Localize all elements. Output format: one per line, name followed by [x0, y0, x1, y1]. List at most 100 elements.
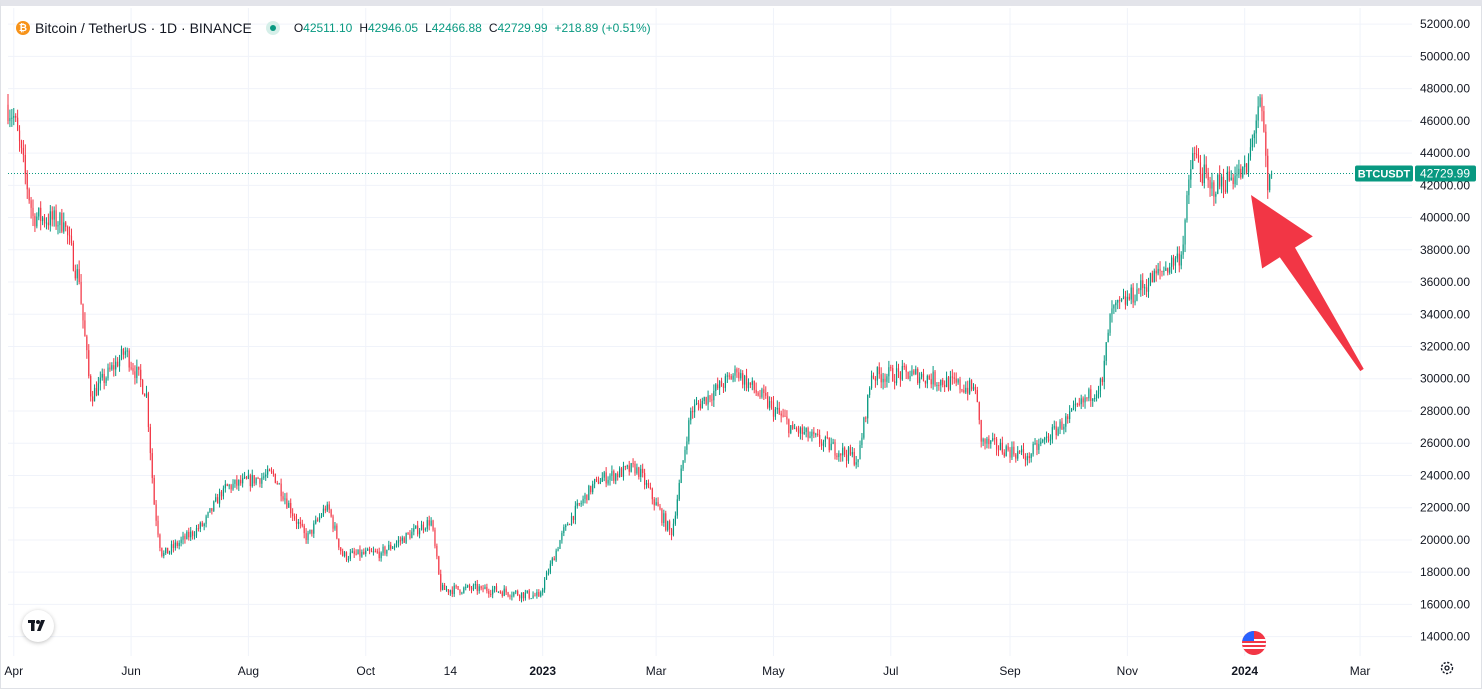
- candle: [811, 429, 813, 442]
- candle: [842, 442, 844, 462]
- ohlc-high: H42946.05: [359, 21, 419, 35]
- candle: [257, 476, 259, 480]
- candle: [667, 520, 669, 532]
- candle: [876, 366, 878, 386]
- candle: [1238, 159, 1240, 179]
- candle: [388, 540, 390, 551]
- candle: [78, 260, 80, 285]
- symbol-title[interactable]: Bitcoin / TetherUS · 1D · BINANCE: [35, 20, 252, 36]
- candle: [40, 201, 42, 231]
- x-tick-label: Apr: [4, 664, 23, 678]
- candle: [869, 386, 871, 398]
- candle: [197, 524, 200, 532]
- candle: [63, 212, 65, 234]
- candle: [347, 555, 350, 563]
- candle: [613, 469, 615, 484]
- candle: [645, 479, 648, 489]
- candle: [1078, 397, 1080, 407]
- candle: [984, 438, 986, 450]
- candle: [343, 550, 346, 558]
- candle: [1003, 449, 1005, 458]
- candle: [222, 485, 225, 500]
- us-flag-icon[interactable]: [1242, 631, 1266, 655]
- candle: [928, 374, 930, 381]
- candle: [497, 591, 500, 594]
- candle: [480, 585, 482, 591]
- price-axis[interactable]: 14000.00 16000.00 18000.00 20000.00 22000.00…: [1420, 17, 1470, 644]
- candle: [1055, 421, 1057, 440]
- gear-icon[interactable]: [1439, 660, 1455, 676]
- candle: [380, 551, 382, 562]
- candle: [1101, 376, 1103, 386]
- candle: [1142, 273, 1144, 296]
- candle: [807, 426, 809, 442]
- candle: [553, 556, 555, 561]
- x-tick-label: Jun: [121, 664, 140, 678]
- tradingview-logo-icon[interactable]: [22, 610, 54, 642]
- candle: [376, 548, 378, 554]
- candle: [997, 445, 1000, 457]
- candle: [55, 204, 57, 230]
- candle: [1178, 246, 1180, 273]
- candle: [278, 482, 280, 485]
- candle: [976, 386, 978, 403]
- candle: [1265, 124, 1267, 168]
- candle: [761, 387, 763, 399]
- candle: [901, 359, 903, 381]
- candle: [990, 440, 992, 449]
- candle: [361, 549, 363, 558]
- candle: [249, 473, 251, 492]
- candle: [149, 423, 151, 461]
- candle: [467, 584, 469, 589]
- candle: [36, 212, 38, 229]
- candle: [499, 590, 501, 594]
- y-tick-label: 42000.00: [1420, 178, 1470, 192]
- candle: [284, 493, 286, 505]
- candle: [115, 355, 117, 377]
- candle: [1038, 438, 1040, 454]
- candle: [124, 347, 126, 359]
- candle: [359, 545, 361, 561]
- candle: [972, 383, 975, 391]
- candle: [813, 427, 815, 439]
- time-axis[interactable]: Apr Jun Aug Oct 14 2023 Mar May Jul Sep Nov 2024 Mar: [4, 664, 1370, 678]
- candle: [672, 518, 675, 537]
- candle: [832, 438, 834, 445]
- y-tick-label: 48000.00: [1420, 82, 1470, 96]
- candle: [47, 213, 49, 230]
- candle: [311, 529, 313, 537]
- y-tick-label: 40000.00: [1420, 211, 1470, 225]
- candle: [338, 538, 340, 551]
- candle: [1251, 134, 1253, 151]
- candle: [178, 540, 180, 550]
- candle: [1267, 148, 1269, 199]
- candle: [994, 433, 996, 445]
- candle: [32, 199, 34, 227]
- candle: [695, 396, 698, 406]
- candle: [1220, 173, 1223, 194]
- candle: [76, 264, 78, 286]
- candle: [582, 495, 584, 506]
- candle: [599, 477, 601, 485]
- candle: [1040, 437, 1042, 447]
- candle: [503, 585, 505, 597]
- candle: [1028, 452, 1030, 464]
- candle: [215, 493, 217, 503]
- candle: [1170, 255, 1173, 274]
- candle: [51, 206, 53, 227]
- candle: [920, 371, 923, 380]
- x-tick-label: Oct: [356, 664, 375, 678]
- candle: [1059, 419, 1061, 435]
- candle: [774, 406, 776, 420]
- candle: [1269, 173, 1271, 193]
- candle: [1115, 299, 1117, 313]
- candle: [930, 373, 932, 389]
- candle: [665, 510, 667, 532]
- candle: [759, 389, 761, 399]
- candle: [272, 469, 275, 477]
- candle: [1253, 130, 1255, 148]
- candle: [432, 519, 434, 532]
- candle: [884, 373, 886, 388]
- candle: [711, 393, 713, 407]
